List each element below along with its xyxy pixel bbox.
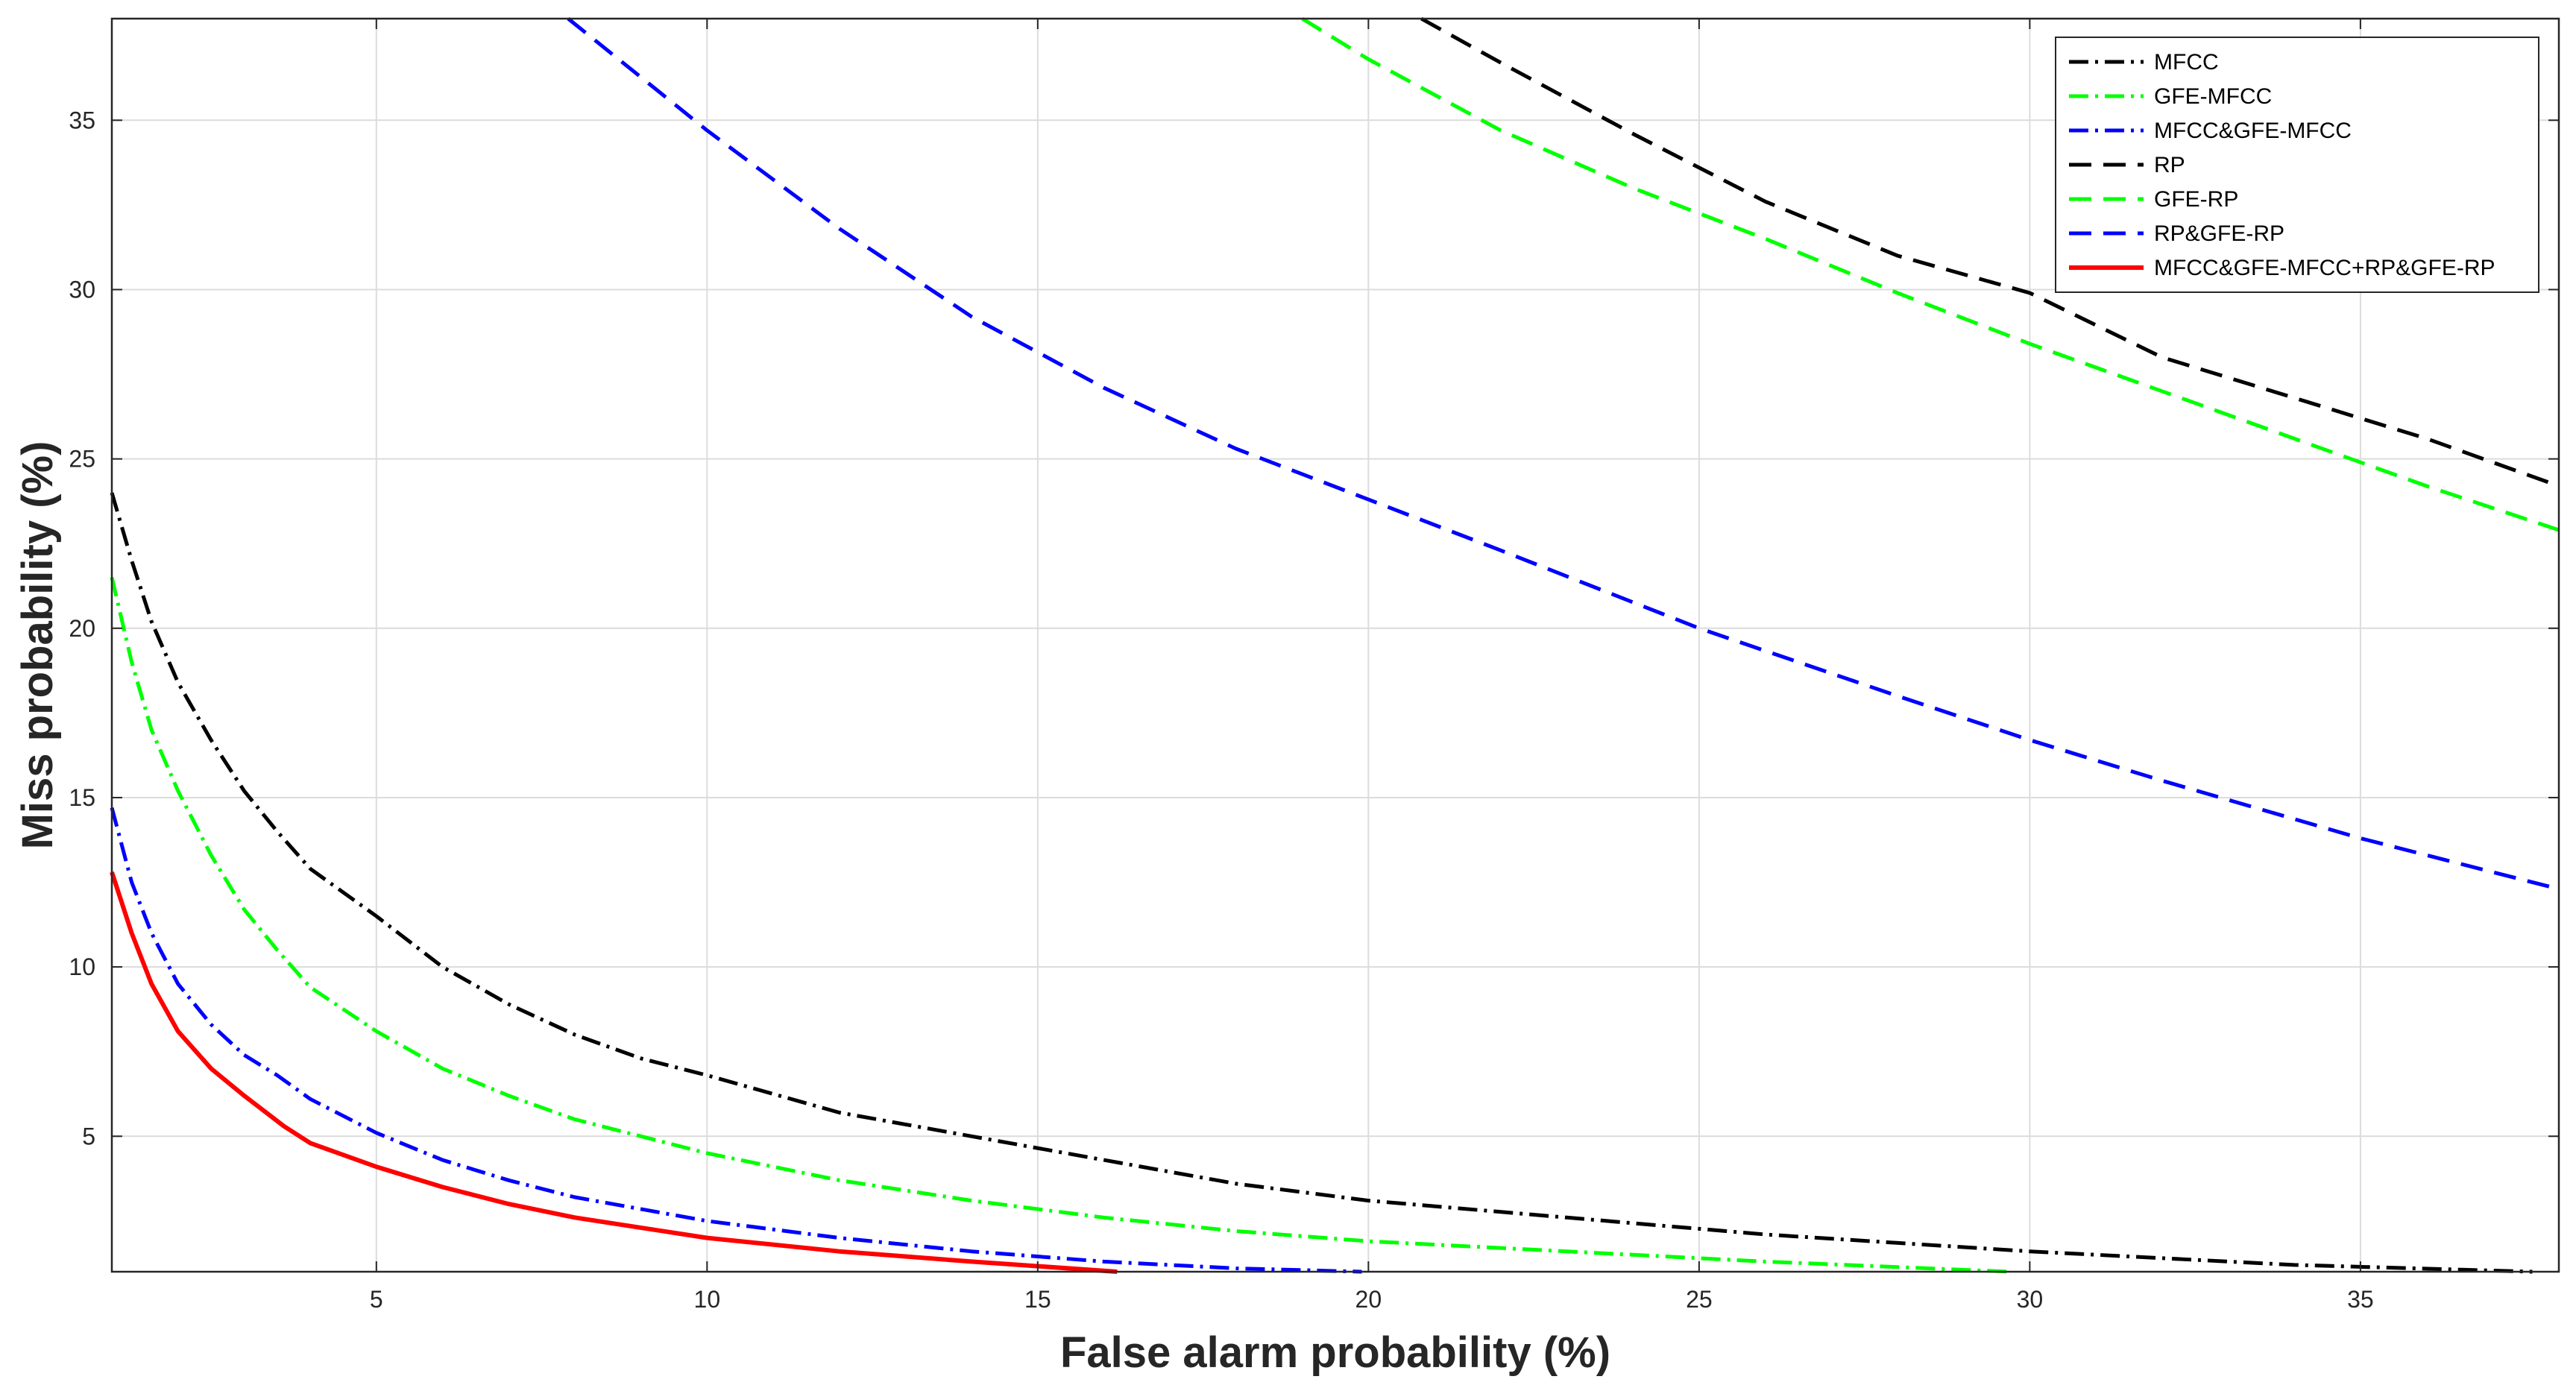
axis-ticks: 5 10 15 20 25 30 35 5 10 15 20 25 30 35 — [69, 19, 2559, 1313]
legend-box — [2055, 37, 2539, 293]
y-tick-label: 25 — [69, 446, 95, 473]
legend-label: MFCC&GFE-MFCC — [2154, 119, 2352, 143]
x-tick-label: 35 — [2347, 1286, 2374, 1313]
x-tick-label: 30 — [2017, 1286, 2044, 1313]
y-tick-label: 15 — [69, 784, 95, 811]
plot-frame — [110, 17, 2560, 1273]
y-tick-label: 20 — [69, 615, 95, 642]
x-axis-title: False alarm probability (%) — [1060, 1328, 1610, 1377]
legend-label: MFCC — [2154, 50, 2219, 75]
y-tick-label: 35 — [69, 107, 95, 133]
series-line-rp-gfe-rp — [567, 17, 2560, 892]
legend-label: GFE-RP — [2154, 187, 2238, 212]
series-line-gfe-rp — [1301, 16, 2560, 532]
series-line-mfcc-gfe-mfcc-rp-gfe-rp — [110, 871, 1118, 1274]
legend-label: MFCC&GFE-MFCC+RP&GFE-RP — [2154, 256, 2495, 280]
y-axis-title: Miss probability (%) — [13, 441, 62, 850]
y-tick-label: 10 — [69, 953, 95, 980]
y-tick-label: 5 — [82, 1123, 95, 1149]
legend-label: GFE-MFCC — [2154, 84, 2272, 109]
series-line-gfe-mfcc — [110, 577, 2010, 1274]
x-tick-label: 20 — [1355, 1286, 1382, 1313]
legend: MFCC GFE-MFCC MFCC&GFE-MFCC RP GFE-RP RP&GFE-… — [2055, 37, 2539, 293]
x-tick-label: 5 — [370, 1286, 383, 1313]
legend-label: RP&GFE-RP — [2154, 221, 2284, 246]
series-line-mfcc — [110, 492, 2533, 1274]
series-line-rp — [1420, 16, 2560, 488]
x-tick-label: 10 — [694, 1286, 721, 1313]
legend-label: RP — [2154, 153, 2185, 177]
series-lines — [110, 16, 2560, 1274]
x-tick-label: 15 — [1024, 1286, 1051, 1313]
y-tick-label: 30 — [69, 276, 95, 303]
x-tick-label: 25 — [1686, 1286, 1713, 1313]
series-line-mfcc-gfe-mfcc — [110, 807, 1362, 1274]
